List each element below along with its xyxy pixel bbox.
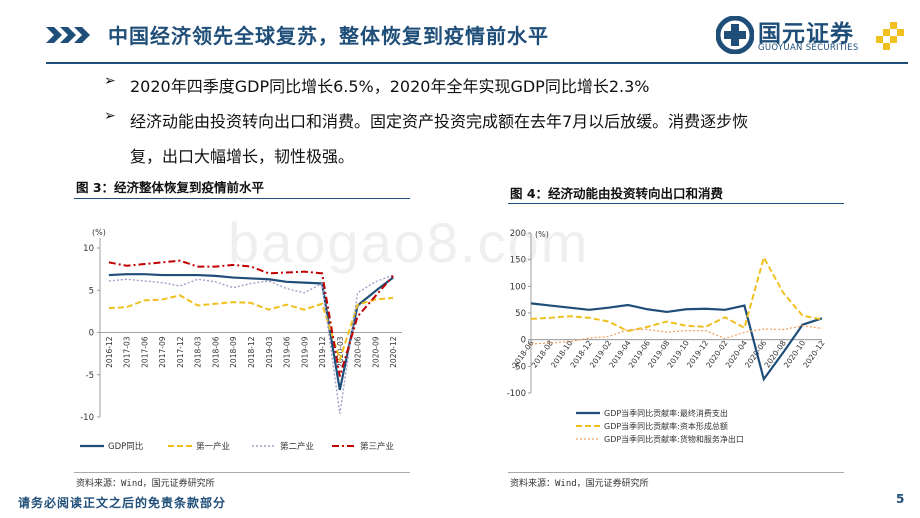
series-line-4 (108, 259, 394, 377)
legend-label: GDP当季同比贡献率:最终消费支出 (604, 408, 728, 418)
y-tick-label: 0 (521, 336, 526, 346)
series-line-1 (108, 273, 394, 391)
x-tick-label: 2018-09 (229, 336, 238, 368)
bullet-text: 复，出口大幅增长，韧性极强。 (130, 147, 355, 166)
disclaimer-note: 请务必阅读正文之后的免责条款部分 (18, 496, 227, 510)
logo-subname: GUOYUAN SECURITIES (758, 43, 859, 53)
x-tick-label: 2017-03 (123, 336, 132, 368)
y-tick-label: -10 (80, 413, 94, 423)
series-line-2 (108, 294, 394, 363)
y-tick-label: 10 (83, 244, 94, 254)
bullet-arrow-icon: ➢ (104, 73, 116, 89)
y-tick-label: -5 (86, 371, 94, 381)
figure3-source-rule (74, 472, 410, 473)
series-line-3 (108, 274, 394, 414)
legend-label: GDP当季同比贡献率:资本形成总额 (604, 421, 728, 431)
y-tick-label: 200 (510, 229, 526, 239)
y-tick-label: 50 (515, 309, 526, 319)
legend-label: 第三产业 (360, 441, 394, 452)
logo-name: 国元证券 (758, 21, 854, 47)
y-tick-label: -50 (512, 362, 526, 372)
figure4-rule (508, 203, 844, 204)
x-tick-label: 2018-06 (211, 336, 220, 368)
x-tick-label: 2019-09 (300, 336, 309, 368)
legend-label: 第二产业 (280, 441, 314, 452)
x-tick-label: 2016-12 (105, 336, 114, 368)
legend-label: GDP当季同比贡献率:货物和服务净出口 (604, 434, 744, 444)
x-tick-label: 2020-03 (336, 336, 345, 368)
figure4-title: 图 4：经济动能由投资转向出口和消费 (510, 186, 724, 201)
bullet-text: 2020年四季度GDP同比增长6.5%，2020年全年实现GDP同比增长2.3% (130, 77, 650, 96)
y-tick-label: 100 (510, 282, 526, 292)
watermark: baogao8.com (228, 211, 590, 274)
figure3-rule (74, 198, 410, 199)
y-tick-label: 0 (89, 329, 94, 339)
y-tick-label: 5 (89, 286, 94, 296)
x-tick-label: 2020-06 (354, 336, 363, 368)
x-tick-label: 2017-06 (140, 336, 149, 368)
company-logo: 国元证券 GUOYUAN SECURITIES (716, 12, 906, 62)
series-line-1 (530, 302, 823, 382)
y-axis-unit: (%) (92, 228, 106, 237)
legend-label: GDP同比 (108, 441, 143, 452)
page-title: 中国经济领先全球复苏，整体恢复到疫情前水平 (108, 24, 549, 48)
figure3-source: 资料来源：Wind，国元证券研究所 (76, 479, 215, 489)
x-tick-label: 2019-06 (283, 336, 292, 368)
figure3-chart: (%) 10 5 0 -5 -10 2016-12 2017-03 2017-06 2017-09… (80, 228, 402, 452)
y-axis-unit: (%) (535, 230, 549, 239)
header-rule (46, 62, 908, 64)
figure4-source: 资料来源：Wind，国元证券研究所 (510, 479, 649, 489)
x-tick-label: 2020-09 (371, 336, 380, 368)
x-tick-label: 2018-12 (247, 336, 256, 368)
figure4-chart: (%)200150100500-50-1002018-062018-082018… (507, 229, 827, 444)
x-tick-label: 2019-12 (318, 336, 327, 368)
y-tick-label: -100 (507, 389, 526, 399)
bullet-arrow-icon: ➢ (104, 108, 116, 124)
page-number: 5 (896, 492, 905, 506)
logo-mark-icon (716, 16, 754, 54)
logo-squares-icon (876, 22, 904, 50)
series-line-2 (530, 254, 823, 333)
series-line-3 (530, 325, 823, 345)
bullet-text: 经济动能由投资转向出口和消费。固定资产投资完成额在去年7月以后放缓。消费逐步恢 (130, 112, 749, 131)
x-tick-label: 2020-12 (389, 336, 398, 368)
y-tick-label: 150 (510, 256, 526, 266)
chevrons-icon (46, 27, 90, 43)
x-tick-label: 2019-03 (265, 336, 274, 368)
x-tick-label: 2017-09 (158, 336, 167, 368)
figure4-source-rule (508, 472, 844, 473)
x-tick-label: 2017-12 (176, 336, 185, 368)
header: 中国经济领先全球复苏，整体恢复到疫情前水平 国元证券 GUOYUAN SECUR… (0, 0, 920, 70)
figure3-title: 图 3：经济整体恢复到疫情前水平 (76, 180, 265, 195)
x-tick-label: 2018-03 (194, 336, 203, 368)
legend-label: 第一产业 (196, 441, 230, 452)
